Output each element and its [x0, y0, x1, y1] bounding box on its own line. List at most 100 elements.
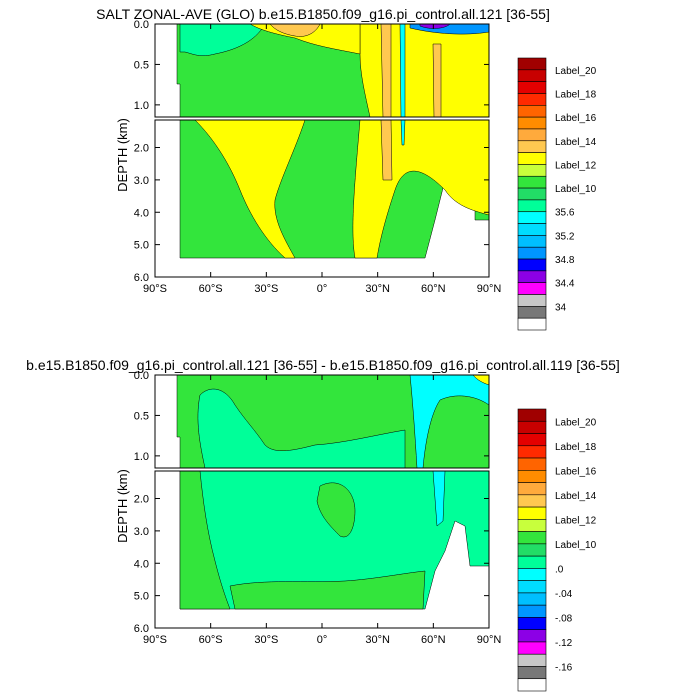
- plot2-colorbar: Label_20 Label_18 Label_16 Label_14 Label_12…: [517, 408, 597, 692]
- colorbar-swatch: [517, 187, 547, 201]
- plot1-y-axis: 0.0 0.5 1.0 2.0 3.0 4.0 5.0 6.0: [134, 19, 489, 284]
- colorbar-swatch: [517, 457, 547, 471]
- x-tick-label: 60°N: [421, 634, 446, 646]
- colorbar-swatch: [517, 105, 547, 118]
- plot1-colorbar: Label_20 Label_18 Label_16 Label_14 Label_12…: [517, 57, 597, 331]
- plot2-field-yellow-top: [472, 375, 489, 386]
- y-tick-label: 1.0: [134, 100, 149, 112]
- x-tick-label: 90°S: [143, 283, 167, 295]
- colorbar-swatch: [517, 164, 547, 177]
- colorbar-swatch: [517, 641, 547, 655]
- y-tick-label: 1.0: [134, 451, 149, 463]
- colorbar-swatch: [517, 543, 547, 557]
- colorbar-label: .0: [555, 564, 564, 575]
- y-tick-label: 0.5: [134, 410, 149, 422]
- colorbar-swatch: [517, 568, 547, 581]
- plot1-lower-yellow-south: [194, 120, 306, 259]
- colorbar-swatch: [517, 420, 547, 434]
- x-tick-label: 60°S: [199, 634, 223, 646]
- colorbar-label: 35.6: [555, 208, 575, 219]
- colorbar-label: Label_20: [555, 66, 597, 77]
- y-tick-label: 2.0: [134, 143, 149, 155]
- plot1-title: SALT ZONAL-AVE (GLO) b.e15.B1850.f09_g16…: [96, 6, 550, 22]
- colorbar-swatch: [517, 666, 547, 680]
- plot1-upper-panel: [155, 24, 489, 117]
- salt-zonal-average-plot: SALT ZONAL-AVE (GLO) b.e15.B1850.f09_g16…: [96, 6, 597, 331]
- colorbar-label: -.16: [555, 662, 573, 673]
- colorbar-swatch: [517, 128, 547, 142]
- colorbar-label: Label_14: [555, 491, 597, 502]
- plot1-field-cyan-south: [179, 24, 266, 56]
- colorbar-swatch: [517, 93, 547, 106]
- colorbar-swatch: [517, 494, 547, 508]
- colorbar-label: Label_20: [555, 417, 597, 428]
- plot2-ylabel: DEPTH (km): [115, 469, 130, 543]
- colorbar-label: Label_14: [555, 137, 597, 148]
- colorbar-swatch: [517, 199, 547, 213]
- colorbar-swatch: [517, 629, 547, 643]
- x-tick-label: 30°N: [365, 634, 390, 646]
- colorbar-swatch: [517, 211, 547, 224]
- x-tick-label: 0°: [317, 634, 328, 646]
- plot1-ylabel: DEPTH (km): [115, 118, 130, 192]
- colorbar-swatch: [517, 223, 547, 236]
- plot1-field-yellow-north: [359, 24, 489, 117]
- colorbar-swatch: [517, 408, 547, 422]
- colorbar-swatch: [517, 592, 547, 606]
- plot1-field-yellow-top: [249, 24, 361, 55]
- y-tick-label: 0.0: [134, 19, 149, 31]
- colorbar-swatch: [517, 433, 547, 447]
- colorbar-swatch: [517, 678, 547, 692]
- plot1-field-orange-top: [269, 24, 321, 37]
- colorbar-swatch: [517, 246, 547, 260]
- colorbar-swatch: [517, 306, 547, 319]
- colorbar-swatch: [517, 653, 547, 667]
- colorbar-swatch: [517, 317, 547, 331]
- colorbar-swatch: [517, 270, 547, 283]
- colorbar-label: 35.2: [555, 231, 575, 242]
- colorbar-label: Label_18: [555, 442, 597, 453]
- y-tick-label: 4.0: [134, 558, 149, 570]
- plot1-lower-orange-col: [380, 120, 393, 181]
- plot2-field-cyan-north: [409, 375, 489, 468]
- plot1-field-cyan-north: [399, 24, 406, 117]
- plot1-x-axis: 90°S 60°S 30°S 0° 30°N 60°N 90°N: [143, 24, 501, 295]
- salt-difference-plot: b.e15.B1850.f09_g16.pi_control.all.121 […: [26, 357, 620, 692]
- y-tick-label: 6.0: [134, 272, 149, 284]
- colorbar-swatch: [517, 604, 547, 618]
- colorbar-label: 34.4: [555, 279, 575, 290]
- x-tick-label: 0°: [317, 283, 328, 295]
- colorbar-label: Label_10: [555, 184, 597, 195]
- plot2-lower-green-bottom: [229, 570, 426, 610]
- colorbar-label: Label_10: [555, 540, 597, 551]
- colorbar-swatch: [517, 470, 547, 483]
- colorbar-label: Label_18: [555, 89, 597, 100]
- x-tick-label: 30°S: [254, 283, 278, 295]
- colorbar-swatch: [517, 152, 547, 165]
- colorbar-swatch: [517, 140, 547, 153]
- colorbar-swatch: [517, 116, 547, 130]
- plot2-lower-green-blob: [316, 482, 356, 538]
- x-tick-label: 60°S: [199, 283, 223, 295]
- y-tick-label: 0.0: [134, 370, 149, 382]
- colorbar-swatch: [517, 57, 547, 71]
- colorbar-swatch: [517, 294, 547, 307]
- x-tick-label: 60°N: [421, 283, 446, 295]
- colorbar-swatch: [517, 445, 547, 459]
- colorbar-swatch: [517, 175, 547, 189]
- colorbar-label: 34: [555, 302, 567, 313]
- colorbar-label: -.04: [555, 589, 573, 600]
- y-tick-label: 2.0: [134, 494, 149, 506]
- colorbar-swatch: [517, 506, 547, 520]
- plot2-lower-cyan-north: [432, 471, 446, 527]
- plot1-field-orange-column2: [432, 43, 442, 117]
- colorbar-swatch: [517, 81, 547, 94]
- y-tick-label: 0.5: [134, 59, 149, 71]
- colorbar-swatch: [517, 282, 547, 295]
- plot2-field-cyan-main: [197, 388, 406, 468]
- y-tick-label: 6.0: [134, 623, 149, 635]
- plot2-lower-green-south: [179, 471, 231, 610]
- colorbar-label: Label_16: [555, 466, 597, 477]
- colorbar-swatch: [517, 258, 547, 272]
- y-tick-label: 5.0: [134, 591, 149, 603]
